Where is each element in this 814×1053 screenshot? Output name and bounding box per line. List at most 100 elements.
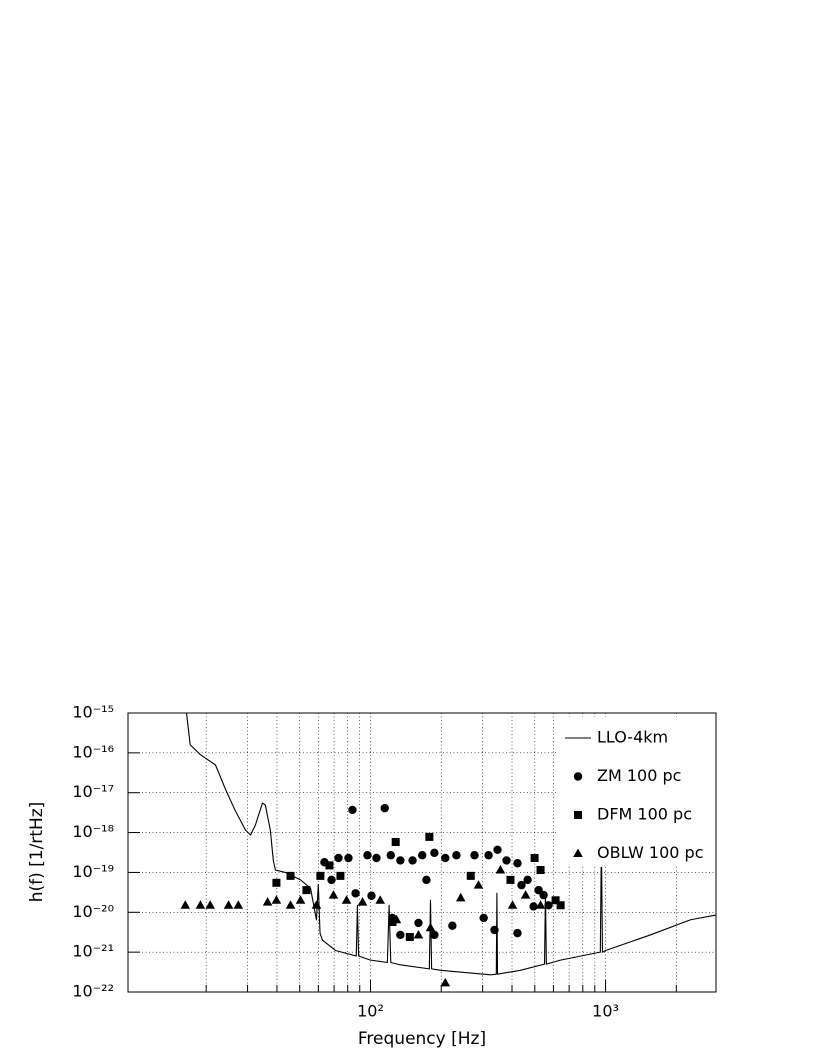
x-axis-label: Frequency [Hz] — [358, 1029, 486, 1049]
marker-triangle — [195, 900, 206, 909]
marker-triangle — [271, 895, 282, 904]
marker-circle — [544, 901, 553, 910]
marker-square — [556, 901, 565, 910]
marker-circle — [351, 889, 360, 898]
marker-circle — [372, 853, 381, 863]
marker-triangle — [233, 900, 244, 909]
marker-square — [506, 875, 515, 884]
y-tick-label: 10⁻¹⁵ — [72, 703, 114, 722]
marker-square — [391, 838, 400, 847]
marker-square — [425, 832, 434, 841]
marker-triangle — [413, 929, 424, 939]
series-line — [185, 713, 716, 976]
marker-triangle — [285, 900, 296, 909]
marker-triangle — [520, 890, 531, 899]
marker-triangle — [425, 922, 436, 932]
legend-label: LLO-4km — [597, 728, 668, 747]
y-tick-label: 10⁻²¹ — [72, 942, 114, 961]
marker-circle — [363, 851, 372, 860]
marker-triangle — [573, 848, 583, 857]
legend-label: DFM 100 pc — [597, 805, 692, 824]
marker-circle — [517, 880, 526, 890]
y-tick-label: 10⁻²⁰ — [72, 902, 114, 921]
marker-square — [302, 886, 311, 895]
marker-circle — [502, 856, 511, 865]
marker-circle — [414, 918, 423, 928]
marker-circle — [422, 875, 431, 885]
marker-circle — [380, 803, 389, 813]
marker-circle — [448, 921, 457, 930]
marker-circle — [344, 853, 353, 863]
marker-circle — [513, 859, 522, 868]
marker-triangle — [391, 914, 402, 924]
marker-circle — [452, 851, 461, 860]
marker-triangle — [341, 895, 352, 904]
marker-circle — [479, 913, 488, 923]
marker-square — [574, 811, 582, 819]
x-tick-label: 10³ — [592, 1002, 619, 1021]
marker-circle — [386, 851, 395, 860]
marker-triangle — [328, 890, 339, 899]
marker-circle — [539, 890, 548, 900]
marker-square — [316, 871, 325, 880]
marker-circle — [484, 851, 493, 860]
marker-square — [466, 871, 475, 880]
y-tick-label: 10⁻¹⁸ — [72, 822, 114, 841]
marker-triangle — [262, 897, 273, 906]
marker-circle — [493, 845, 502, 854]
marker-triangle — [223, 900, 234, 909]
marker-square — [325, 861, 334, 870]
marker-square — [286, 871, 295, 880]
marker-circle — [430, 848, 439, 858]
marker-circle — [367, 891, 376, 900]
marker-circle — [513, 928, 522, 938]
marker-triangle — [180, 900, 191, 909]
marker-circle — [430, 930, 439, 940]
marker-square — [272, 878, 281, 887]
plot-area — [180, 713, 716, 987]
y-tick-label: 10⁻²² — [72, 982, 114, 1001]
marker-triangle — [535, 900, 546, 909]
marker-circle — [327, 875, 336, 885]
marker-circle — [396, 930, 405, 940]
legend-box — [557, 717, 715, 867]
marker-triangle — [495, 865, 506, 874]
plot-frame — [127, 712, 717, 993]
marker-circle — [441, 853, 450, 863]
marker-circle — [573, 772, 583, 781]
marker-square — [336, 871, 345, 880]
marker-triangle — [295, 895, 306, 904]
marker-circle — [408, 856, 417, 865]
marker-circle — [348, 805, 357, 815]
marker-square — [551, 896, 560, 905]
marker-triangle — [357, 897, 368, 906]
y-tick-label: 10⁻¹⁷ — [72, 782, 114, 801]
y-tick-label: 10⁻¹⁹ — [72, 862, 114, 881]
axes: 10⁻²² 10⁻²¹ 10⁻²⁰ 10⁻¹⁹ 10⁻¹⁸ 10⁻¹⁷ 10⁻¹⁶ 10⁻¹⁵… — [72, 703, 677, 1021]
marker-triangle — [440, 977, 451, 987]
marker-circle — [470, 851, 479, 860]
marker-square — [405, 932, 414, 941]
legend-label: OBLW 100 pc — [597, 843, 704, 862]
marker-triangle — [375, 895, 386, 904]
marker-triangle — [473, 880, 484, 889]
marker-circle — [418, 851, 427, 860]
marker-triangle — [205, 900, 215, 909]
marker-triangle — [455, 892, 466, 902]
legend-label: ZM 100 pc — [597, 766, 681, 785]
marker-circle — [529, 902, 538, 911]
marker-circle — [490, 925, 499, 935]
marker-circle — [523, 875, 532, 885]
marker-triangle — [507, 900, 518, 909]
y-tick-label: 10⁻¹⁶ — [72, 742, 114, 761]
marker-square — [530, 854, 539, 863]
marker-circle — [396, 856, 405, 865]
marker-circle — [334, 853, 343, 863]
x-tick-label: 10² — [357, 1002, 384, 1021]
marker-square — [536, 866, 545, 875]
y-axis-label: h(f) [1/rtHz] — [27, 802, 47, 903]
marker-triangle — [311, 900, 322, 909]
legend: LLO-4km ZM 100 pc DFM 100 pc OBLW 100 pc — [557, 717, 715, 867]
